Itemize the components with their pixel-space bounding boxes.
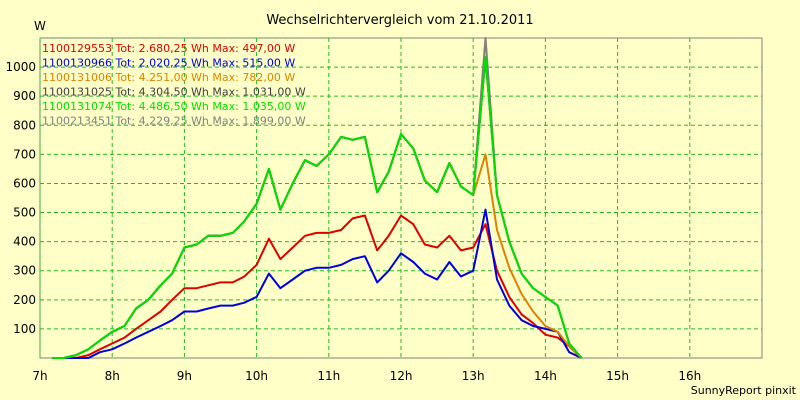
grid [39, 37, 763, 359]
series-line-1100130966 [52, 208, 582, 359]
x-tick-label: 8h [105, 369, 120, 383]
series-lines [52, 37, 583, 359]
y-tick-label: 600 [13, 176, 36, 190]
y-tick-label: 800 [13, 118, 36, 132]
x-tick-label: 12h [390, 369, 413, 383]
legend-entry-1100131006: 1100131006 Tot: 4.251,00 Wh Max: 782,00 … [42, 71, 295, 84]
series-line-1100129553 [52, 214, 583, 359]
x-tick-label: 15h [606, 369, 629, 383]
legend-entry-1100129553: 1100129553 Tot: 2.680,25 Wh Max: 497,00 … [42, 42, 295, 55]
legend-entry-1100131074: 1100131074 Tot: 4.486,50 Wh Max: 1.035,0… [42, 100, 306, 113]
x-tick-label: 13h [462, 369, 485, 383]
series-line-1100131074 [52, 55, 583, 359]
x-tick-label: 9h [177, 369, 192, 383]
x-tick-label: 7h [32, 369, 47, 383]
x-tick-labels: 7h 8h 9h 10h 11h 12h 13h 14h 15h 16h [32, 369, 701, 383]
y-tick-label: 200 [13, 293, 36, 307]
series-line-1100131006 [52, 133, 583, 359]
x-tick-label: 14h [534, 369, 557, 383]
y-tick-label: 500 [13, 206, 36, 220]
y-tick-label: 300 [13, 264, 36, 278]
y-tick-label: 400 [13, 235, 36, 249]
y-tick-label: 100 [13, 322, 36, 336]
chart-title: Wechselrichtervergleich vom 21.10.2011 [266, 13, 533, 28]
x-tick-label: 10h [245, 369, 268, 383]
y-tick-labels: 100 200 300 400 500 600 700 800 900 1000 [5, 60, 36, 336]
y-axis-label: W [34, 19, 46, 33]
x-tick-label: 11h [317, 369, 340, 383]
legend-entry-1100131025: 1100131025 Tot: 4.304,50 Wh Max: 1.031,0… [42, 86, 306, 99]
y-tick-label: 1000 [5, 60, 36, 74]
footer-credit: SunnyReport pinxit [691, 384, 797, 397]
legend-entry-1100213451: 1100213451 Tot: 4.229,25 Wh Max: 1.899,0… [42, 115, 306, 128]
legend: 1100129553 Tot: 2.680,25 Wh Max: 497,00 … [42, 42, 306, 128]
y-tick-label: 700 [13, 147, 36, 161]
y-tick-label: 900 [13, 89, 36, 103]
legend-entry-1100130966: 1100130966 Tot: 2.020,25 Wh Max: 515,00 … [42, 57, 295, 70]
x-tick-label: 16h [678, 369, 701, 383]
